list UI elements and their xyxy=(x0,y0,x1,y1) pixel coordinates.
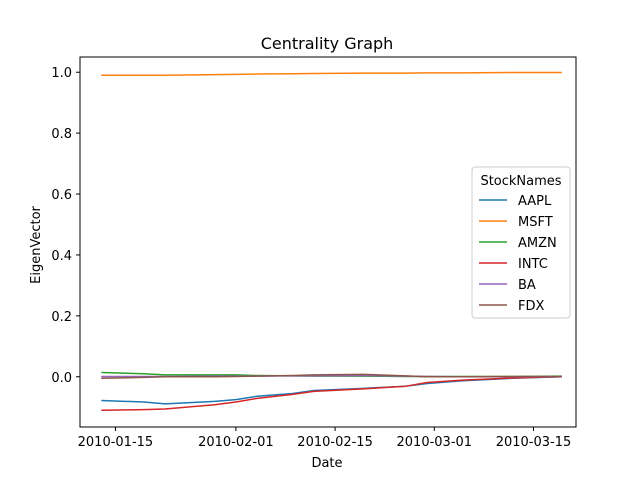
plot-frame xyxy=(79,56,577,428)
legend-label-msft: MSFT xyxy=(518,215,553,230)
y-tick-label: 0.6 xyxy=(51,188,72,203)
plot-area xyxy=(79,56,577,428)
y-axis-label: EigenVector xyxy=(29,205,44,283)
x-axis-ticks: 2010-01-15 2010-02-01 2010-02-15 2010-03-01… xyxy=(78,427,572,450)
series-line-msft xyxy=(101,71,562,77)
chart-title: Centrality Graph xyxy=(261,34,394,53)
legend-box xyxy=(471,166,571,319)
y-tick-label: 0.0 xyxy=(51,371,72,386)
legend-title: StockNames xyxy=(480,174,561,189)
legend-label-aapl: AAPL xyxy=(518,194,552,209)
legend-label-intc: INTC xyxy=(518,257,548,272)
y-axis-ticks: 0.0 0.2 0.4 0.6 0.8 1.0 xyxy=(51,66,80,386)
x-tick-label: 2010-03-01 xyxy=(397,435,473,450)
series-line-intc xyxy=(101,376,562,411)
legend-label-ba: BA xyxy=(518,278,536,293)
y-tick-label: 0.2 xyxy=(51,310,72,325)
y-tick-label: 0.4 xyxy=(51,249,72,264)
legend-items: AAPL MSFT AMZN INTC BA FDX xyxy=(479,194,557,314)
x-tick-label: 2010-02-01 xyxy=(198,435,274,450)
x-axis-label: Date xyxy=(311,456,342,471)
y-tick-label: 1.0 xyxy=(51,66,72,81)
y-tick-label: 0.8 xyxy=(51,127,72,142)
x-tick-label: 2010-01-15 xyxy=(78,435,154,450)
x-tick-label: 2010-03-15 xyxy=(496,435,572,450)
legend: StockNames AAPL MSFT AMZN INTC BA FDX xyxy=(471,166,571,319)
legend-label-amzn: AMZN xyxy=(518,236,557,251)
x-tick-label: 2010-02-15 xyxy=(297,435,373,450)
series-line-fdx xyxy=(101,373,562,380)
legend-label-fdx: FDX xyxy=(518,299,544,314)
series-layer xyxy=(101,71,562,411)
